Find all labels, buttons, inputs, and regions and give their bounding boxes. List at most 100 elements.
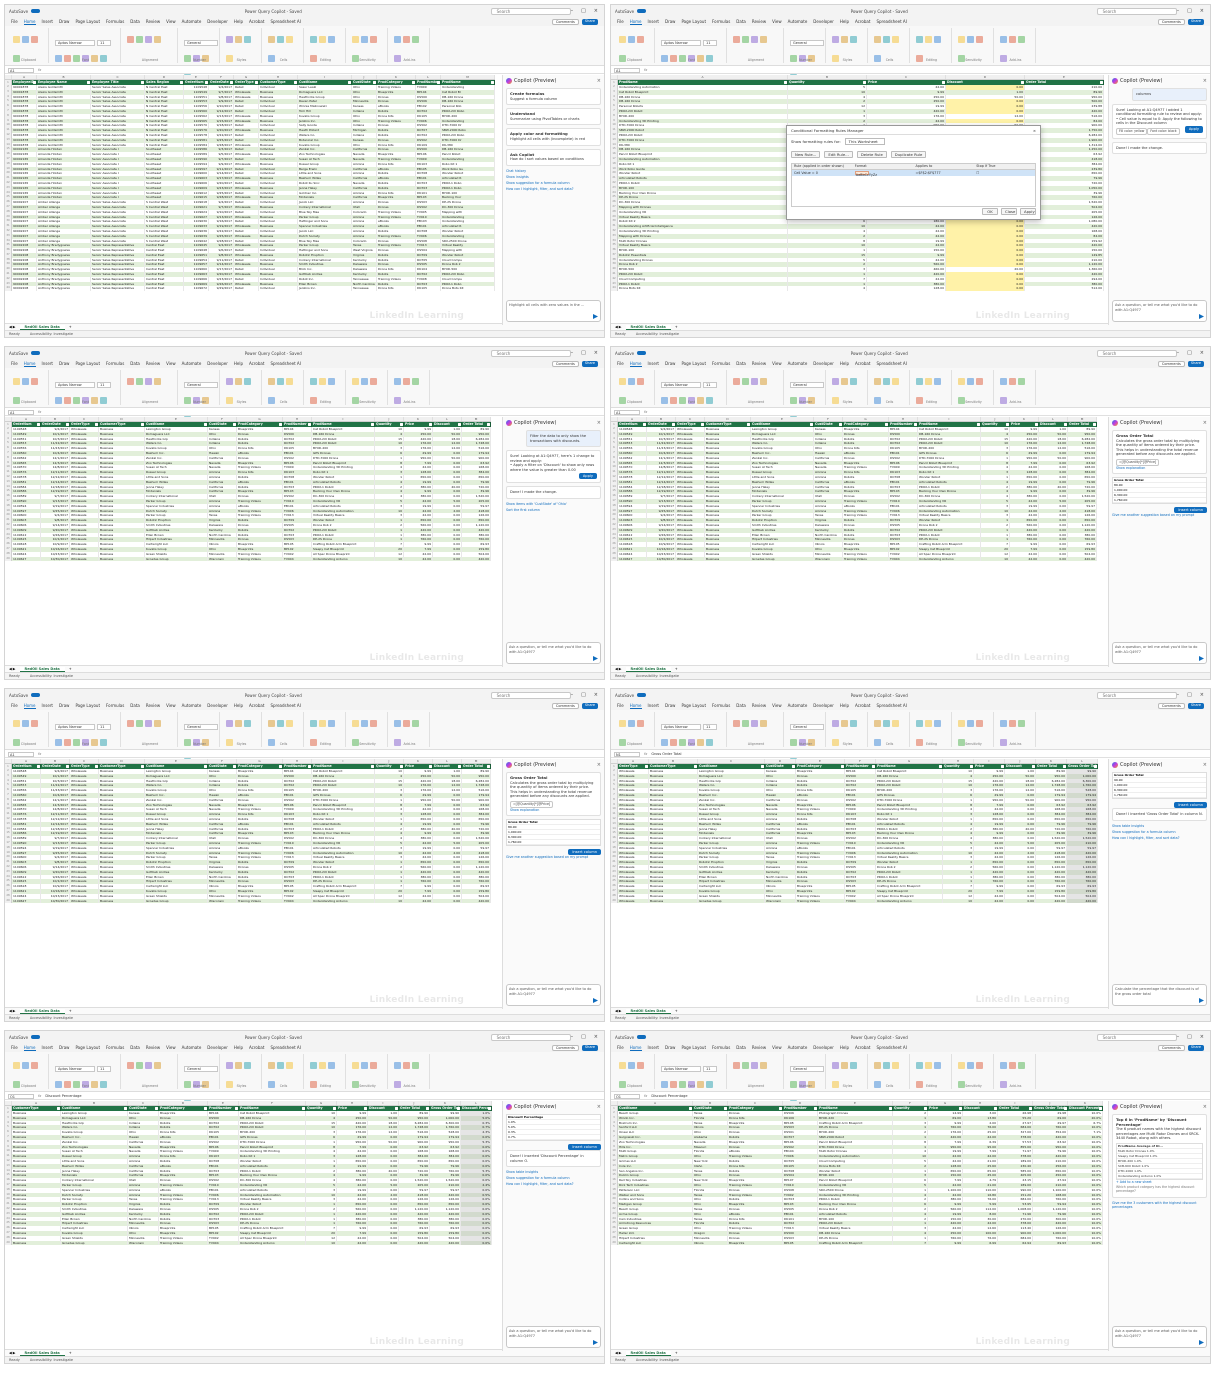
row-number[interactable]: 9 xyxy=(5,460,12,466)
apply-button[interactable]: Apply xyxy=(578,472,597,480)
table-cell[interactable]: Groedes Group xyxy=(145,898,208,904)
column-letter[interactable]: K xyxy=(377,75,416,79)
table-cell[interactable]: Alexis Goldsmith xyxy=(37,142,91,148)
table-cell[interactable]: 90002207 xyxy=(12,214,37,220)
filter-dropdown-icon[interactable] xyxy=(66,765,69,768)
table-cell[interactable]: 128.00 xyxy=(867,286,946,292)
table-cell[interactable]: Wholesale xyxy=(676,446,705,451)
table-cell[interactable]: 3 xyxy=(375,513,404,519)
column-header[interactable]: ProdCategory xyxy=(237,422,283,427)
table-cell[interactable]: DB-160 Drone xyxy=(441,99,495,105)
column-letter[interactable]: L xyxy=(433,759,462,763)
ribbon-command-icon[interactable] xyxy=(850,720,857,727)
table-cell[interactable]: PROX-1 Robo xyxy=(441,180,495,186)
table-cell[interactable]: Senior Sales Representative xyxy=(91,272,145,277)
table-cell[interactable]: 420.00 xyxy=(462,527,491,533)
table-cell[interactable]: 1 xyxy=(788,281,867,287)
table-cell[interactable]: Sleepy Cat Blueprint xyxy=(312,546,375,552)
row-number[interactable]: 17 xyxy=(5,156,12,162)
tab-file[interactable]: File xyxy=(617,703,624,708)
ribbon-command-icon[interactable] xyxy=(850,378,857,385)
table-cell[interactable]: 1109603 xyxy=(184,176,209,181)
table-cell[interactable]: S Central West xyxy=(145,200,184,205)
ribbon-command-icon[interactable] xyxy=(319,1062,326,1069)
ribbon-command-icon[interactable] xyxy=(286,378,293,385)
table-cell[interactable]: 1109654 xyxy=(184,257,209,263)
row-number[interactable]: 14 xyxy=(5,142,12,148)
table-cell[interactable]: Ohio xyxy=(814,446,843,451)
tab-draw[interactable]: Draw xyxy=(665,1045,676,1050)
table-cell[interactable]: BP106 xyxy=(416,152,441,157)
table-cell[interactable]: 19.99 xyxy=(867,104,946,109)
ribbon-command-icon[interactable] xyxy=(268,36,275,43)
ribbon-command-icon[interactable] xyxy=(55,55,62,62)
number-format-select[interactable]: General xyxy=(184,1066,218,1072)
column-letter[interactable]: B xyxy=(649,759,698,763)
table-cell[interactable]: 8 xyxy=(788,238,867,244)
table-cell[interactable]: Business xyxy=(99,441,145,447)
filter-dropdown-icon[interactable] xyxy=(1006,423,1009,426)
table-cell[interactable]: Business xyxy=(99,508,145,514)
table-cell[interactable]: Alexis Goldsmith xyxy=(37,89,91,95)
filter-dropdown-icon[interactable] xyxy=(155,1107,158,1110)
table-cell[interactable]: Business xyxy=(12,1240,61,1246)
table-cell[interactable]: Business xyxy=(259,94,298,100)
tab-formulas[interactable]: Formulas xyxy=(712,19,731,24)
ribbon-command-icon[interactable] xyxy=(925,378,932,385)
table-cell[interactable]: Wholesale xyxy=(70,518,99,523)
ribbon-command-icon[interactable] xyxy=(934,1062,941,1069)
filter-dropdown-icon[interactable] xyxy=(643,423,646,426)
filter-dropdown-icon[interactable] xyxy=(279,765,282,768)
select-all-corner[interactable] xyxy=(5,1101,12,1105)
ribbon-command-icon[interactable] xyxy=(976,378,983,385)
filter-dropdown-icon[interactable] xyxy=(458,423,461,426)
ribbon-command-icon[interactable] xyxy=(31,1062,38,1069)
table-cell[interactable]: Arizona xyxy=(352,190,377,196)
table-cell[interactable]: 90002165 xyxy=(12,176,37,181)
table-cell[interactable]: Wisconsin xyxy=(208,556,237,562)
table-cell[interactable]: 0.00 xyxy=(946,85,1025,90)
number-format-select[interactable]: General xyxy=(184,382,218,388)
tab-insert[interactable]: Insert xyxy=(41,19,53,24)
table-cell[interactable]: California xyxy=(352,195,377,201)
row-number[interactable]: 2 xyxy=(611,85,618,90)
table-cell[interactable]: 9/19/2017 xyxy=(209,224,234,229)
table-cell[interactable]: 1109553 xyxy=(618,441,647,447)
formula-input[interactable]: Gross Order Total xyxy=(651,752,682,756)
column-letter[interactable]: E xyxy=(796,759,845,763)
table-cell[interactable]: 90001878 xyxy=(12,132,37,138)
row-number[interactable]: 11 xyxy=(5,128,12,133)
table-cell[interactable]: 0.00 xyxy=(946,257,1025,263)
table-cell[interactable]: DS502 xyxy=(283,494,312,499)
search-input[interactable]: Search xyxy=(490,349,571,357)
table-cell[interactable]: Robo Kit 1 xyxy=(312,470,375,475)
column-header[interactable]: Order Total xyxy=(462,764,491,769)
send-icon[interactable] xyxy=(1199,314,1204,319)
table-cell[interactable]: California xyxy=(208,479,237,485)
table-cell[interactable]: Jacob LLC xyxy=(298,200,352,205)
ribbon-command-icon[interactable] xyxy=(277,1062,284,1069)
row-number[interactable]: 7 xyxy=(611,108,618,114)
column-header[interactable]: Gross Order Total xyxy=(1068,764,1098,769)
ribbon-command-icon[interactable] xyxy=(22,378,29,385)
table-cell[interactable]: DK105 xyxy=(889,446,918,451)
add-sheet-icon[interactable]: + xyxy=(68,667,72,671)
filter-dropdown-icon[interactable] xyxy=(1064,1107,1067,1110)
rule-action-button[interactable]: New Rule... xyxy=(791,151,821,158)
table-cell[interactable]: 4 xyxy=(981,431,1010,437)
tab-view[interactable]: View xyxy=(772,703,782,708)
table-cell[interactable]: 1109603 xyxy=(12,518,41,523)
table-cell[interactable]: 9/4/2017 xyxy=(209,85,234,90)
table-cell[interactable]: Southeast xyxy=(145,195,184,201)
row-number[interactable]: 35 xyxy=(611,243,618,249)
column-header[interactable]: OrderType xyxy=(70,422,99,427)
table-cell[interactable]: RO703 xyxy=(283,484,312,490)
filter-dropdown-icon[interactable] xyxy=(87,81,90,84)
row-number[interactable]: 38 xyxy=(5,257,12,263)
table-cell[interactable]: TV902 xyxy=(283,551,312,557)
table-cell[interactable]: 1109548 xyxy=(618,427,647,432)
row-number[interactable]: 41 xyxy=(611,272,618,277)
table-cell[interactable]: Senior Sales Representative xyxy=(91,257,145,263)
table-cell[interactable]: 9/17/2017 xyxy=(209,176,234,181)
table-cell[interactable]: Drone Kits xyxy=(377,286,416,292)
